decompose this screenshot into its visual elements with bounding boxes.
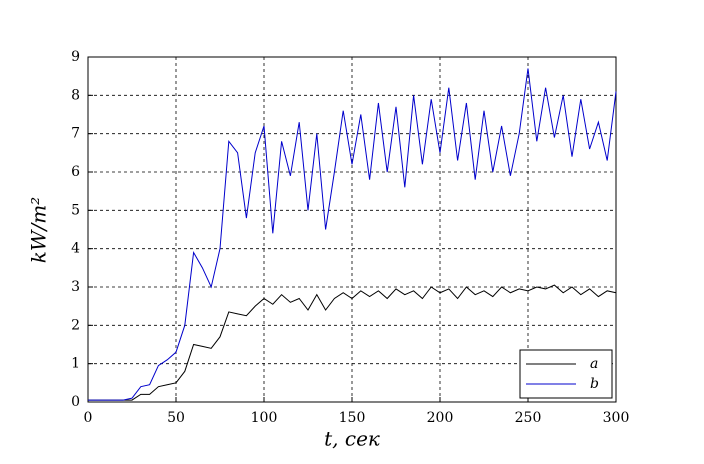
y-tick-label: 7: [71, 126, 80, 142]
x-tick-label: 150: [339, 410, 366, 426]
y-tick-label: 5: [71, 202, 80, 218]
plot-frame: [87, 56, 617, 403]
x-tick-label: 200: [427, 410, 454, 426]
y-tick-label: 9: [71, 49, 80, 65]
y-tick-label: 2: [71, 317, 80, 333]
y-tick-label: 4: [71, 241, 80, 257]
y-tick-label: 0: [71, 394, 80, 410]
x-tick-label: 50: [167, 410, 185, 426]
data-line: [88, 68, 617, 401]
legend-label: a: [590, 356, 598, 372]
x-tick-label: 250: [515, 410, 542, 426]
data-line: [88, 284, 617, 401]
x-tick-label: 300: [603, 410, 630, 426]
y-tick-label: 8: [71, 87, 80, 103]
y-axis-label: kW/m²: [27, 197, 51, 263]
y-tick-label: 6: [71, 164, 80, 180]
y-tick-label: 3: [71, 279, 80, 295]
x-tick-label: 100: [251, 410, 278, 426]
x-tick-label: 0: [84, 410, 93, 426]
legend-box: [519, 349, 613, 399]
x-axis-label: t, сек: [324, 427, 380, 451]
legend-label: b: [590, 376, 599, 392]
y-tick-label: 1: [71, 356, 80, 372]
